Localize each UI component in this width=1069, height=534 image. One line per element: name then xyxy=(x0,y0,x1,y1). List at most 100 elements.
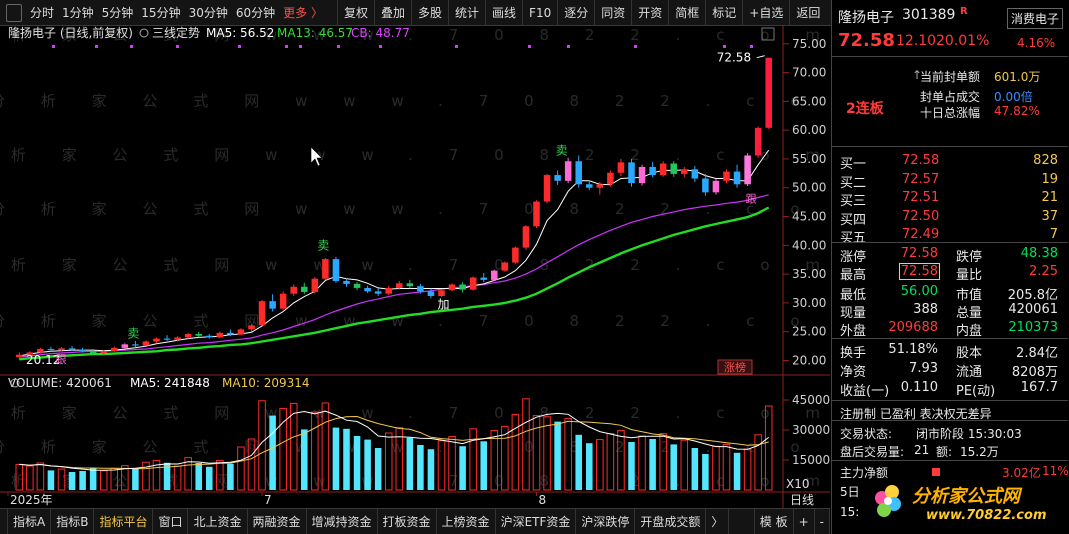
indicator-tab[interactable]: 窗口 xyxy=(153,509,189,534)
volume-bar[interactable] xyxy=(754,434,762,491)
candle[interactable] xyxy=(100,351,107,353)
candle[interactable] xyxy=(132,344,139,346)
candle[interactable] xyxy=(691,169,699,179)
bid-row[interactable]: 买一 72.58 828 xyxy=(832,152,1068,172)
period-more[interactable]: 更多 〉 xyxy=(283,5,323,20)
volume-bar[interactable] xyxy=(722,443,731,491)
bid-row[interactable]: 买三 72.51 21 xyxy=(832,189,1068,209)
candle[interactable] xyxy=(448,284,456,291)
volume-bar[interactable] xyxy=(596,439,604,491)
volume-bar[interactable] xyxy=(89,468,97,490)
indicator-tab[interactable]: 指标B xyxy=(51,509,95,534)
volume-bar[interactable] xyxy=(586,443,593,490)
tool-button[interactable]: 复权 xyxy=(336,0,374,26)
volume-bar[interactable] xyxy=(184,457,192,491)
period-tab[interactable]: 1分钟 xyxy=(62,5,94,20)
volume-bar[interactable] xyxy=(374,448,382,490)
candle[interactable] xyxy=(216,332,224,338)
candle[interactable] xyxy=(206,335,213,338)
volume-bar[interactable] xyxy=(47,470,55,490)
period-tab[interactable]: 15分钟 xyxy=(141,5,181,20)
volume-bar[interactable] xyxy=(564,418,572,491)
volume-bar[interactable] xyxy=(289,402,298,491)
candle[interactable] xyxy=(396,283,403,288)
tool-button[interactable]: 统计 xyxy=(448,0,485,26)
candle[interactable] xyxy=(68,348,76,350)
volume-bar[interactable] xyxy=(332,427,340,490)
candle[interactable] xyxy=(427,291,435,296)
candle[interactable] xyxy=(26,352,34,355)
candle[interactable] xyxy=(16,354,23,358)
template-button[interactable]: 模 板 xyxy=(753,508,794,534)
volume-bar[interactable] xyxy=(522,398,530,491)
tool-button[interactable]: 返回 xyxy=(789,0,826,26)
volume-bar[interactable] xyxy=(532,415,541,491)
volume-bar[interactable] xyxy=(395,427,404,491)
volume-bar[interactable] xyxy=(427,449,435,490)
candle[interactable] xyxy=(89,351,97,353)
volume-bar[interactable] xyxy=(691,448,699,490)
volume-bar[interactable] xyxy=(152,459,161,491)
volume-bar[interactable] xyxy=(99,470,108,491)
candle[interactable] xyxy=(628,162,635,184)
candle[interactable] xyxy=(121,344,129,348)
volume-settings-icon[interactable] xyxy=(10,378,20,388)
candle[interactable] xyxy=(649,166,656,176)
volume-bar[interactable] xyxy=(670,444,677,490)
candle[interactable] xyxy=(501,262,509,271)
sector-button[interactable]: 消费电子 xyxy=(1007,8,1064,29)
candle[interactable] xyxy=(670,163,677,174)
candle[interactable] xyxy=(638,166,646,184)
candle[interactable] xyxy=(153,338,160,342)
indicator-tab[interactable]: 开盘成交额 xyxy=(635,509,707,534)
indicator-tab[interactable]: 沪深跌停 xyxy=(576,509,636,534)
volume-bar[interactable] xyxy=(469,428,477,491)
volume-bar[interactable] xyxy=(702,454,709,490)
volume-bar[interactable] xyxy=(628,442,635,490)
candle[interactable] xyxy=(343,281,350,284)
candle[interactable] xyxy=(712,180,720,193)
candle[interactable] xyxy=(237,329,245,335)
volume-bar[interactable] xyxy=(227,463,234,490)
candle[interactable] xyxy=(374,291,382,294)
zoom-in-button[interactable]: + xyxy=(794,508,815,534)
volume-bar[interactable] xyxy=(26,465,34,491)
candle[interactable] xyxy=(702,178,709,193)
candle[interactable] xyxy=(491,270,498,280)
candle[interactable] xyxy=(364,287,371,292)
candle[interactable] xyxy=(163,338,171,340)
candle[interactable] xyxy=(111,347,118,352)
bid-row[interactable]: 买四 72.50 37 xyxy=(832,208,1068,228)
candle[interactable] xyxy=(184,333,192,338)
volume-bar[interactable] xyxy=(384,432,393,491)
candle[interactable] xyxy=(332,259,340,282)
indicator-tab[interactable]: 指标平台 xyxy=(94,509,154,534)
volume-bar[interactable] xyxy=(216,459,224,491)
tool-button[interactable]: +自选 xyxy=(742,0,789,26)
candle[interactable] xyxy=(754,127,762,156)
volume-bar[interactable] xyxy=(132,468,139,490)
volume-bar[interactable] xyxy=(437,440,446,491)
candle[interactable] xyxy=(681,169,688,174)
candle[interactable] xyxy=(459,284,466,290)
volume-bar[interactable] xyxy=(459,446,466,490)
candle[interactable] xyxy=(58,348,65,351)
candle[interactable] xyxy=(142,341,150,346)
zoom-out-button[interactable]: - xyxy=(815,508,830,534)
volume-bar[interactable] xyxy=(79,471,86,490)
bid-row[interactable]: 买二 72.57 19 xyxy=(832,171,1068,191)
volume-bar[interactable] xyxy=(649,439,656,490)
tool-button[interactable]: 开资 xyxy=(631,0,668,26)
candle[interactable] xyxy=(353,283,361,288)
candle[interactable] xyxy=(258,301,266,326)
candle[interactable] xyxy=(37,348,44,353)
period-tab[interactable]: 60分钟 xyxy=(235,5,276,20)
candle[interactable] xyxy=(607,172,614,185)
tool-button[interactable]: 多股 xyxy=(411,0,448,26)
candle[interactable] xyxy=(723,171,730,181)
candle[interactable] xyxy=(617,162,625,173)
tabs-scroll-right[interactable]: 〉 xyxy=(706,508,730,534)
candle[interactable] xyxy=(765,57,772,128)
